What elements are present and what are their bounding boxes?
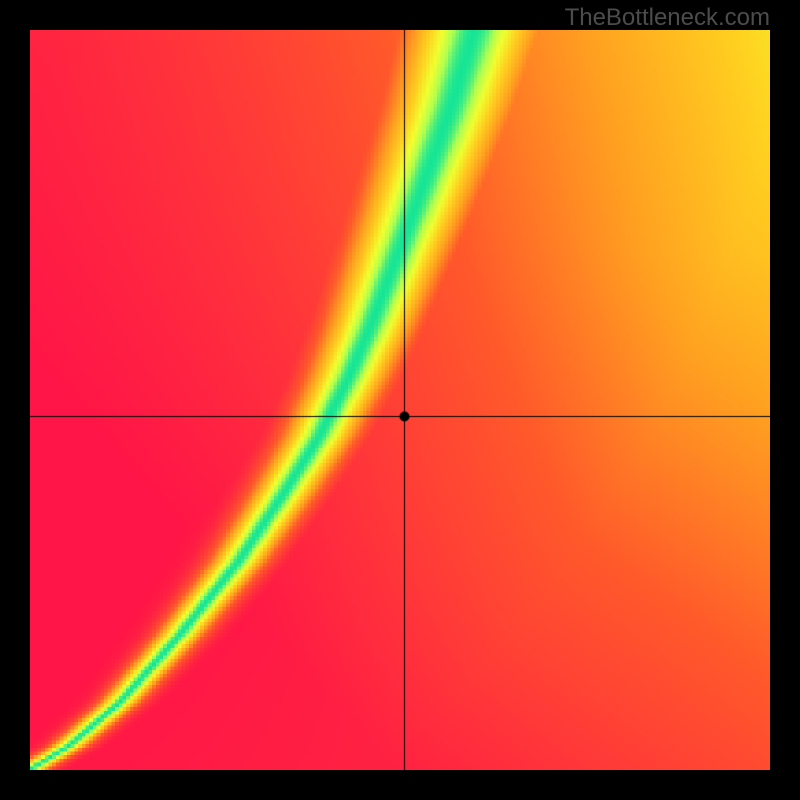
chart-frame: TheBottleneck.com <box>0 0 800 800</box>
watermark-text: TheBottleneck.com <box>565 4 770 32</box>
crosshair-overlay <box>30 30 770 770</box>
